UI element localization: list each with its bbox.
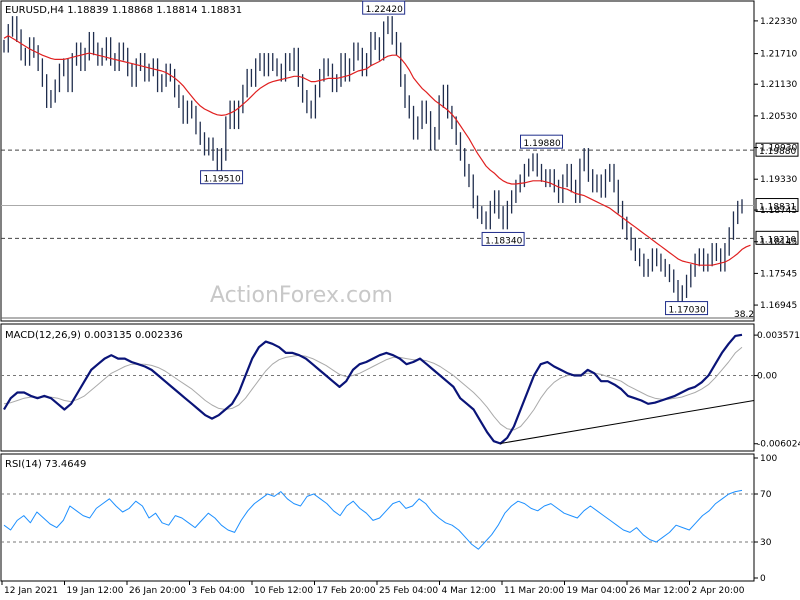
x-tick-label: 12 Jan 2021 xyxy=(4,586,58,596)
price-tick-label: 1.19330 xyxy=(760,175,797,185)
x-tick-label: 11 Mar 20:00 xyxy=(504,586,564,596)
x-tick-label: 26 Mar 12:00 xyxy=(629,586,689,596)
rsi-label: RSI(14) 73.4649 xyxy=(5,459,86,470)
price-tick-label: 1.22330 xyxy=(760,17,797,27)
level-tag-0: 1.19880 xyxy=(759,147,796,157)
macd-line xyxy=(3,333,743,445)
axes-group: 1.19880 1.18210 1.18831 1.22330 1.21710 1.211… xyxy=(1,17,800,596)
x-tick-label: 10 Feb 12:00 xyxy=(254,586,313,596)
price-annotation-box xyxy=(665,301,709,316)
level-tag-box-0 xyxy=(755,142,799,157)
rsi-tick-label: 0 xyxy=(760,574,766,584)
watermark: ActionForex.com xyxy=(210,283,393,308)
rsi-tick-label: 70 xyxy=(760,490,772,500)
rsi-series-group xyxy=(1,489,754,550)
x-tick-label: 4 Mar 12:00 xyxy=(442,586,497,596)
rsi-panel xyxy=(0,453,755,582)
price-annotation-box xyxy=(481,231,525,246)
price-annotation: 1.22420 xyxy=(366,5,403,15)
macd-tick-label: -0.006024 xyxy=(757,440,800,450)
x-tick-label: 17 Feb 20:00 xyxy=(317,586,376,596)
macd-label: MACD(12,26,9) 0.003135 0.002336 xyxy=(5,330,183,341)
price-series-group: 1.22420 1.19510 1.19880 1.18340 1.17030 xyxy=(1,0,754,319)
level-tag-2: 1.18831 xyxy=(759,203,796,213)
level-tag-box-1 xyxy=(755,230,799,245)
price-annotation-box xyxy=(362,0,406,15)
macd-signal-line xyxy=(3,346,743,431)
x-tick-label: 19 Jan 12:00 xyxy=(67,586,124,596)
price-annotation: 1.17030 xyxy=(669,306,706,316)
price-tick-label: 1.16945 xyxy=(760,301,797,311)
x-tick-label: 3 Feb 04:00 xyxy=(192,586,246,596)
price-tick-label: 1.18145 xyxy=(760,238,797,248)
price-annotation: 1.19880 xyxy=(524,139,561,149)
price-annotation: 1.19510 xyxy=(204,175,241,185)
macd-tick-label: 0.00 xyxy=(757,372,777,382)
moving-average-line xyxy=(3,35,751,266)
level-tag-box-2 xyxy=(755,198,799,213)
rsi-tick-label: 30 xyxy=(760,538,772,548)
x-tick-label: 25 Feb 04:00 xyxy=(379,586,438,596)
macd-trendline xyxy=(500,399,755,444)
rsi-line xyxy=(3,489,743,550)
price-tick-label: 1.21710 xyxy=(760,50,797,60)
level-tag-1: 1.18210 xyxy=(759,235,796,245)
price-panel xyxy=(0,0,755,322)
x-tick-label: 2 Apr 20:00 xyxy=(692,586,745,596)
price-tick-label: 1.21130 xyxy=(760,80,797,90)
instrument-header: EURUSD,H4 1.18839 1.18868 1.18814 1.1883… xyxy=(5,5,242,16)
x-tick-label: 26 Jan 20:00 xyxy=(129,586,186,596)
price-annotation: 1.18340 xyxy=(485,236,522,246)
macd-tick-label: 0.003571 xyxy=(757,331,800,341)
macd-panel xyxy=(0,323,755,452)
x-tick-label: 19 Mar 04:00 xyxy=(567,586,627,596)
price-tick-label: 1.18745 xyxy=(760,206,797,216)
price-tick-label: 1.19930 xyxy=(760,144,797,154)
price-tick-label: 1.20530 xyxy=(760,112,797,122)
price-annotation-box xyxy=(520,134,564,149)
price-annotation-box xyxy=(200,170,244,185)
macd-series-group xyxy=(1,333,755,445)
rsi-tick-label: 100 xyxy=(760,454,777,464)
price-tick-label: 1.17545 xyxy=(760,269,797,279)
fib-label: 38.2 xyxy=(734,310,754,320)
